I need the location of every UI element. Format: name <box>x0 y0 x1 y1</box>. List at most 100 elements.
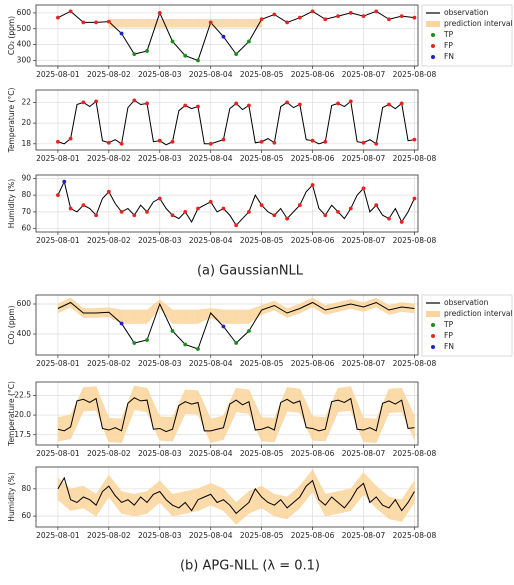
x-tick-label: 2025-08-02 <box>87 359 131 368</box>
anomaly-marker <box>221 206 226 211</box>
y-tick-label: 600 <box>17 8 32 17</box>
anomaly-marker <box>387 102 391 107</box>
prediction-band <box>134 19 148 28</box>
plot-area <box>57 385 415 443</box>
anomaly-marker <box>106 140 111 145</box>
anomaly-marker <box>170 329 175 333</box>
caption: (b) APG-NLL (λ = 0.1) <box>180 559 320 574</box>
anomaly-marker <box>132 341 137 345</box>
x-tick-label: 2025-08-07 <box>342 531 386 540</box>
legend-box <box>421 4 513 67</box>
anomaly-marker <box>132 52 137 57</box>
anomaly-marker <box>196 58 200 63</box>
prediction-band <box>299 468 313 509</box>
panel: 2025-08-01 2025-08-02 2025-08-03 2025-08-04… <box>7 88 436 163</box>
prediction-band <box>350 386 364 442</box>
prediction-band <box>223 19 237 28</box>
anomaly-marker <box>285 20 290 25</box>
y-tick-label: 60 <box>21 511 31 520</box>
anomaly-marker <box>81 100 86 105</box>
y-tick-label: 18 <box>21 139 31 148</box>
x-tick-label: 2025-08-08 <box>393 359 437 368</box>
anomaly-marker <box>399 220 404 224</box>
anomaly-marker <box>183 103 188 108</box>
anomaly-marker <box>310 9 315 14</box>
y-tick-label: 60 <box>21 224 31 233</box>
anomaly-marker <box>170 139 175 144</box>
y-tick-label: 70 <box>21 207 31 216</box>
legend-swatch <box>431 334 435 338</box>
prediction-band <box>401 388 415 440</box>
anomaly-marker <box>348 11 353 15</box>
anomaly-marker <box>336 101 340 106</box>
anomaly-marker <box>145 209 149 214</box>
legend-label: FN <box>444 52 454 61</box>
y-tick-label: 400 <box>17 40 32 49</box>
anomaly-marker <box>106 19 111 24</box>
observation-line <box>57 476 415 515</box>
anomaly-marker <box>119 31 124 36</box>
anomaly-marker <box>348 99 353 104</box>
x-tick-label: 2025-08-01 <box>36 70 80 79</box>
anomaly-marker <box>361 186 366 191</box>
anomaly-marker <box>234 223 239 228</box>
axes-frame <box>35 174 419 233</box>
anomaly-marker <box>170 213 175 218</box>
prediction-band <box>146 298 161 325</box>
axes-frame <box>35 4 419 67</box>
anomaly-marker <box>196 104 200 109</box>
x-tick-label: 2025-08-07 <box>342 70 386 79</box>
x-tick-label: 2025-08-06 <box>291 154 335 163</box>
anomaly-marker <box>157 196 162 201</box>
x-tick-label: 2025-08-08 <box>393 154 437 163</box>
anomaly-marker <box>68 136 73 141</box>
x-tick-label: 2025-08-05 <box>240 154 284 163</box>
y-axis-label: Temperature (°C) <box>7 381 16 447</box>
prediction-band <box>83 485 97 517</box>
anomaly-marker <box>68 9 73 14</box>
axes-frame <box>35 381 419 446</box>
prediction-band <box>248 485 262 514</box>
prediction-band <box>350 471 364 512</box>
anomaly-marker <box>412 15 417 20</box>
legend-swatch <box>431 44 435 48</box>
prediction-band <box>159 480 173 517</box>
anomaly-marker <box>259 139 264 144</box>
x-tick-label: 2025-08-08 <box>393 236 437 245</box>
x-tick-label: 2025-08-06 <box>291 531 335 540</box>
anomaly-marker <box>336 14 340 18</box>
plot-area <box>57 297 415 351</box>
prediction-band <box>223 309 237 324</box>
anomaly-marker <box>399 14 404 18</box>
anomaly-marker <box>348 206 353 211</box>
x-tick-label: 2025-08-06 <box>291 359 335 368</box>
anomaly-marker <box>94 20 99 25</box>
anomaly-marker <box>259 17 264 22</box>
x-tick-label: 2025-08-06 <box>291 449 335 458</box>
anomaly-marker <box>272 213 277 218</box>
anomaly-marker <box>374 203 379 208</box>
prediction-band <box>235 388 250 414</box>
prediction-band <box>108 307 122 324</box>
prediction-band <box>197 308 211 324</box>
anomaly-marker <box>285 216 290 221</box>
anomaly-marker <box>374 141 379 146</box>
prediction-band <box>210 19 224 28</box>
prediction-band <box>95 386 110 442</box>
anomaly-marker <box>374 9 379 14</box>
observation-line <box>57 99 415 146</box>
anomaly-marker <box>323 17 328 22</box>
anomaly-marker <box>196 206 200 211</box>
anomaly-marker <box>196 347 200 351</box>
anomaly-marker <box>208 141 213 146</box>
anomaly-marker <box>259 203 264 208</box>
prediction-band <box>235 309 250 324</box>
prediction-band <box>146 19 161 28</box>
anomaly-marker <box>157 138 162 143</box>
y-tick-label: 22.5 <box>14 390 31 399</box>
x-tick-label: 2025-08-02 <box>87 531 131 540</box>
axes-frame <box>35 89 419 151</box>
legend-swatch <box>431 55 435 59</box>
legend-label: observation <box>444 298 489 307</box>
